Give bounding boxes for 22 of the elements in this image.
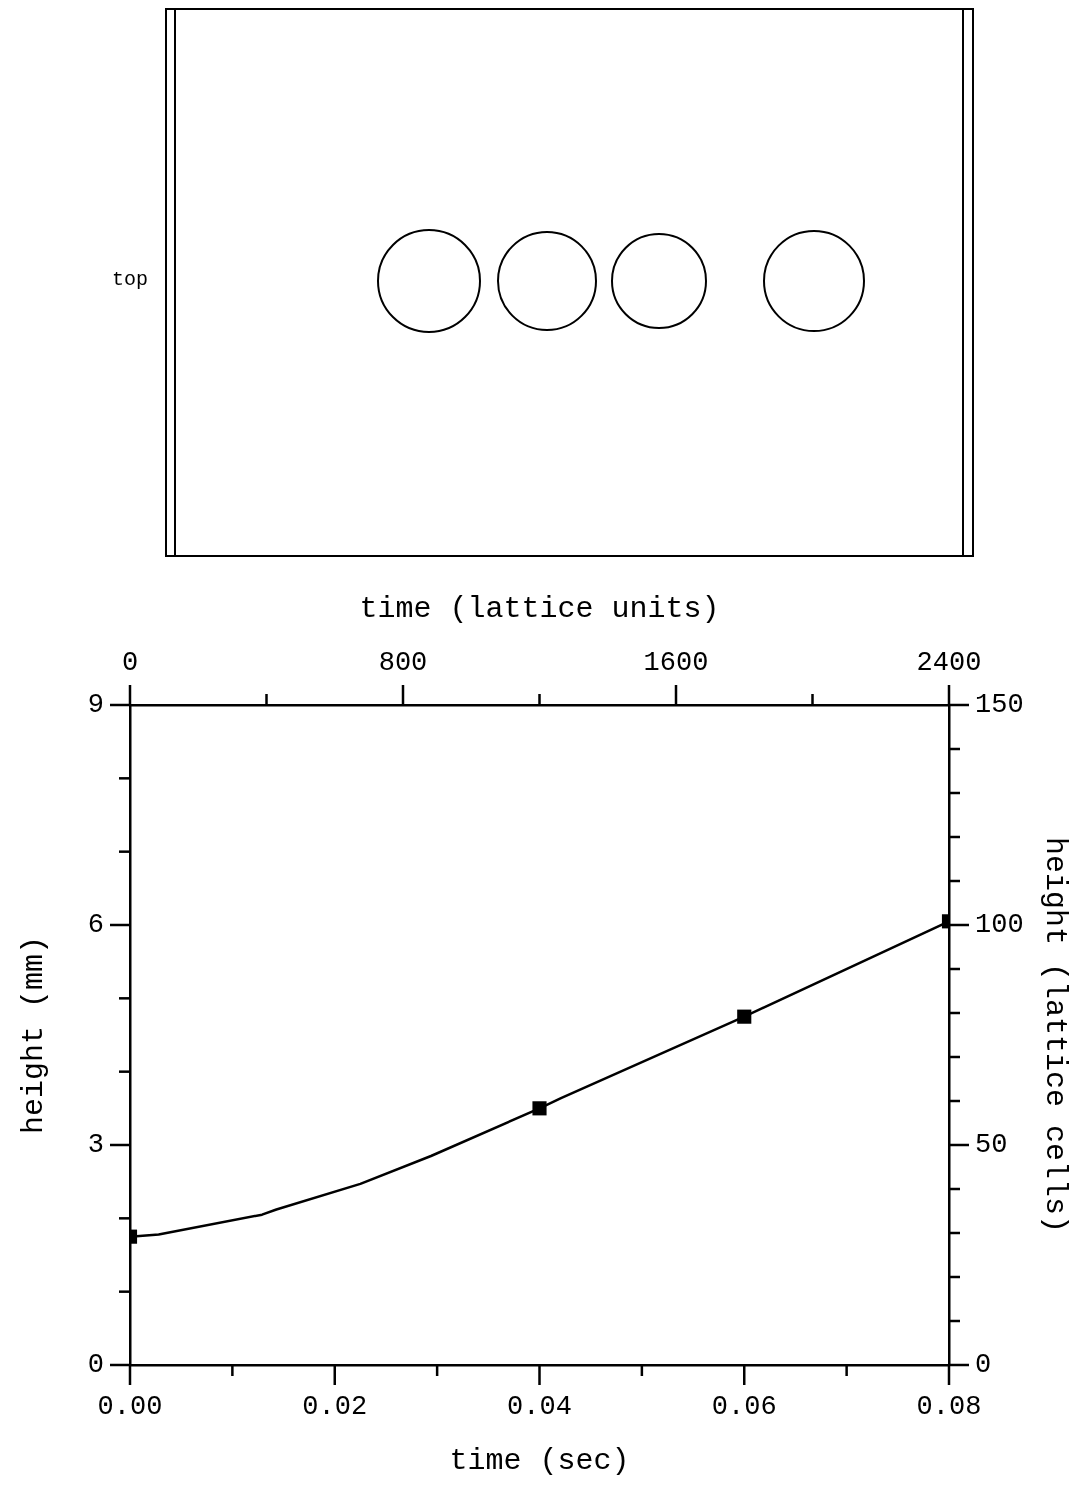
x-tick-label: 0.00 xyxy=(97,1392,163,1423)
y-tick-label: 9 xyxy=(87,690,104,721)
text: top xyxy=(112,268,149,291)
x-axis-title: time (sec) xyxy=(449,1443,630,1478)
y2-tick-label: 50 xyxy=(975,1130,1008,1161)
y2-tick-label: 0 xyxy=(975,1350,992,1381)
x-tick-label: 0.08 xyxy=(916,1392,982,1423)
x2-axis-title: time (lattice units) xyxy=(359,591,720,626)
x-tick-label: 0.06 xyxy=(711,1392,777,1423)
x-tick-label: 0.04 xyxy=(507,1392,572,1423)
y2-tick-label: 150 xyxy=(975,690,1024,721)
y-tick-label: 6 xyxy=(87,910,104,941)
y2-axis-title: height (lattice cells) xyxy=(1038,836,1073,1234)
x2-tick-label: 2400 xyxy=(916,647,982,678)
x2-tick-label: 0 xyxy=(121,647,139,678)
y-axis-title: height (mm) xyxy=(16,935,51,1135)
x2-tick-label: 1600 xyxy=(643,647,709,678)
x-tick-label: 0.02 xyxy=(302,1392,368,1423)
y-tick-label: 0 xyxy=(87,1350,104,1381)
y2-tick-label: 100 xyxy=(975,910,1024,941)
x2-tick-label: 800 xyxy=(378,647,428,678)
y-tick-label: 3 xyxy=(87,1130,104,1161)
